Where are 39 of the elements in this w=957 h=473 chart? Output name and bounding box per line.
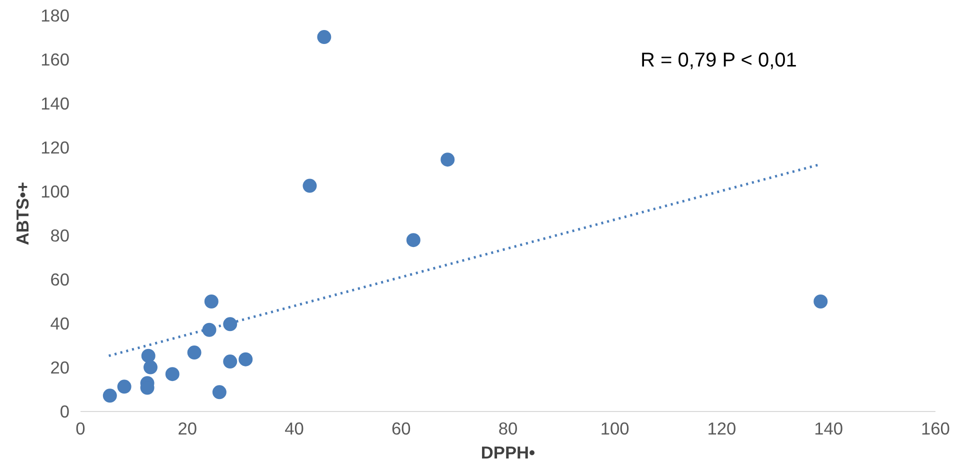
x-tick-label: 20 xyxy=(178,418,198,438)
y-tick-label: 100 xyxy=(40,182,70,202)
x-tick-label: 80 xyxy=(498,418,518,438)
point xyxy=(223,354,238,369)
x-tick-label: 140 xyxy=(814,418,844,438)
point xyxy=(440,152,455,167)
point xyxy=(117,380,132,394)
annotation: R = 0,79 P < 0,01 xyxy=(640,50,797,72)
point xyxy=(406,233,420,248)
point xyxy=(223,317,238,332)
point xyxy=(102,388,117,403)
y-tick-label: 160 xyxy=(40,50,70,70)
x-tick-label: 100 xyxy=(600,418,630,438)
point xyxy=(202,322,216,337)
y-tick-label: 40 xyxy=(50,314,70,334)
point xyxy=(141,348,156,363)
y-tick-label: 140 xyxy=(40,94,70,114)
y-tick-label: 0 xyxy=(60,402,70,422)
point xyxy=(187,346,202,360)
point xyxy=(165,367,180,382)
y-tick-label: 120 xyxy=(40,138,70,158)
x-tick-label: 120 xyxy=(707,418,736,438)
point xyxy=(204,294,218,308)
x-tick-label: 0 xyxy=(76,418,86,438)
y-tick-label: 20 xyxy=(50,358,70,378)
point xyxy=(212,385,226,400)
point xyxy=(317,30,332,44)
x-tick-label: 60 xyxy=(391,418,411,438)
y-axis-title: ABTS•+ xyxy=(12,182,33,246)
y-tick-label: 60 xyxy=(50,270,70,290)
point xyxy=(302,178,317,193)
y-tick-label: 80 xyxy=(50,226,70,246)
point xyxy=(238,352,253,366)
x-tick-label: 40 xyxy=(284,418,304,438)
y-tick-label: 180 xyxy=(40,6,70,26)
point xyxy=(814,294,828,308)
x-axis-title: DPPH• xyxy=(480,442,536,462)
x-tick-label: 160 xyxy=(921,418,950,438)
point xyxy=(144,360,158,374)
